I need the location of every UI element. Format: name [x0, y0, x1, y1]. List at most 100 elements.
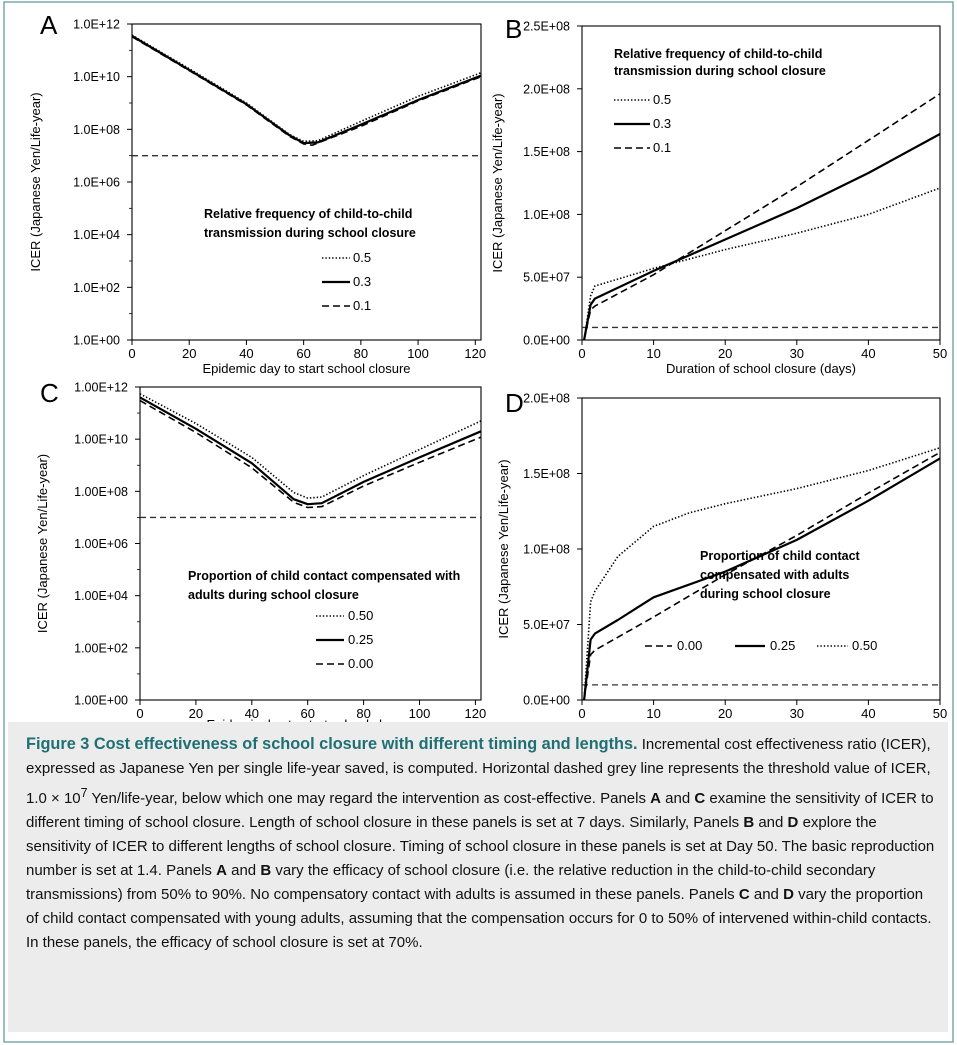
- y-tick-label: 1.0E+08: [523, 208, 570, 222]
- legend-title: transmission during school closure: [614, 64, 826, 78]
- x-tick-label: 10: [646, 346, 660, 361]
- caption-panel-ref: D: [783, 886, 794, 903]
- caption-text: and: [758, 814, 784, 831]
- x-tick-label: 20: [189, 706, 203, 721]
- series-line-0-3: [583, 133, 941, 341]
- x-tick-label: 20: [182, 346, 196, 361]
- y-tick-label: 1.00E+10: [74, 433, 128, 447]
- x-tick-label: 80: [354, 346, 368, 361]
- panel-letter: B: [505, 14, 522, 44]
- y-tick-label: 2.0E+08: [523, 392, 570, 406]
- y-axis-label: ICER (Japanese Yen/Life-year): [28, 92, 43, 271]
- y-tick-label: 1.00E+12: [74, 381, 128, 395]
- chart-panel-c: C 1.00E+00 1.00E+02 1.00E+04 1.00E+06 1.00E+0…: [35, 378, 486, 732]
- caption-text: explore the sensitivity of ICER to diffe…: [26, 814, 935, 879]
- caption-text: examine the sensitivity of ICER to diffe…: [26, 790, 934, 831]
- y-tick-label: 1.5E+08: [523, 467, 570, 481]
- legend-title: adults during school closure: [188, 588, 359, 602]
- y-tick-label: 1.0E+04: [73, 228, 120, 242]
- x-axis-label: Epidemic day to start school closure: [202, 361, 410, 376]
- caption-text: and: [665, 790, 691, 807]
- x-tick-label: 40: [239, 346, 253, 361]
- x-tick-label: 30: [790, 346, 804, 361]
- series-line-0-00: [583, 451, 941, 701]
- caption-text: vary the proportion of child contact com…: [26, 886, 932, 951]
- caption-panel-ref: D: [787, 814, 799, 831]
- caption-panel-ref: B: [260, 862, 272, 879]
- y-tick-label: 0.0E+00: [523, 694, 570, 708]
- caption-panel-ref: B: [743, 814, 755, 831]
- legend-label: 0.1: [653, 140, 671, 155]
- x-tick-label: 120: [464, 346, 486, 361]
- x-tick-label: 0: [128, 346, 135, 361]
- threshold-exponent: 7: [80, 786, 88, 800]
- legend-title: Relative frequency of child-to-child: [614, 47, 822, 61]
- panel-letter: D: [505, 388, 524, 418]
- x-tick-label: 20: [718, 706, 732, 721]
- chart-panel-b: B 0.0E+00 5.0E+07 1.0E+08 1.5E+08 2.0E+08 2.5E…: [490, 14, 947, 376]
- series-line-0-5: [131, 34, 482, 143]
- x-tick-label: 0: [578, 706, 585, 721]
- legend-label: 0.50: [348, 608, 373, 623]
- legend-label: 0.3: [353, 274, 371, 289]
- y-tick-label: 1.00E+08: [74, 485, 128, 499]
- x-tick-label: 80: [356, 706, 370, 721]
- caption-panel-ref: A: [650, 790, 661, 807]
- plot-frame: [139, 386, 482, 701]
- x-tick-label: 120: [465, 706, 487, 721]
- plot-frame: [131, 23, 482, 341]
- series-line-0-5: [583, 187, 941, 341]
- legend-title: compensated with adults: [700, 568, 849, 582]
- x-tick-label: 50: [933, 706, 947, 721]
- caption-panel-ref: C: [738, 886, 750, 903]
- y-tick-label: 1.00E+00: [74, 694, 128, 708]
- y-tick-label: 5.0E+07: [523, 618, 570, 632]
- series-line-0-1: [131, 36, 482, 146]
- legend-label: 0.5: [653, 92, 671, 107]
- y-tick-label: 1.0E+02: [73, 281, 120, 295]
- panel-letter: C: [40, 378, 59, 408]
- y-tick-label: 1.5E+08: [523, 145, 570, 159]
- legend-title: Proportion of child contact: [700, 549, 861, 563]
- series-line-0-1: [583, 93, 941, 341]
- legend-label: 0.1: [353, 298, 371, 313]
- x-tick-label: 60: [300, 706, 314, 721]
- caption-panel-ref: A: [216, 862, 227, 879]
- figure-frame: [3, 1, 954, 1043]
- threshold-base: 1.0 × 10: [26, 790, 81, 807]
- y-tick-label: 2.5E+08: [523, 20, 570, 34]
- caption-text: and: [231, 862, 257, 879]
- chart-panel-a: A 1.0E+00 1.0E+02 1.0E+04 1.0E+06 1.0E+08 1.0E…: [28, 10, 486, 376]
- series-line-0-25: [139, 396, 482, 506]
- y-tick-label: 5.0E+07: [523, 271, 570, 285]
- caption-text: vary the efficacy of school closure (i.e…: [26, 862, 876, 903]
- y-tick-label: 1.0E+06: [73, 176, 120, 190]
- series-line-0-00: [139, 399, 482, 509]
- y-tick-label: 0.0E+00: [523, 334, 570, 348]
- legend-label: 0.25: [770, 638, 795, 653]
- chart-panel-d: D 0.0E+00 5.0E+07 1.0E+08 1.5E+08 2.0E+08 0 10 2…: [496, 388, 947, 736]
- y-tick-label: 1.0E+00: [73, 334, 120, 348]
- y-tick-label: 1.00E+06: [74, 537, 128, 551]
- x-tick-label: 100: [409, 706, 431, 721]
- legend-label: 0.3: [653, 116, 671, 131]
- x-tick-label: 100: [407, 346, 429, 361]
- x-axis-label: Duration of school closure (days): [666, 361, 856, 376]
- caption-text: Incremental cost effectiveness ratio (IC…: [26, 736, 931, 777]
- legend-title: Relative frequency of child-to-child: [204, 207, 412, 221]
- caption-text: Yen/life-year, below which one may regar…: [91, 790, 646, 807]
- y-axis-label: ICER (Japanese Yen/Life-year): [496, 459, 511, 638]
- y-tick-label: 1.0E+08: [523, 543, 570, 557]
- x-tick-label: 0: [578, 346, 585, 361]
- x-tick-label: 40: [245, 706, 259, 721]
- x-tick-label: 20: [718, 346, 732, 361]
- legend-label: 0.50: [852, 638, 877, 653]
- caption-title: Figure 3 Cost effectiveness of school cl…: [26, 735, 638, 753]
- x-tick-label: 0: [136, 706, 143, 721]
- caption-text: and: [753, 886, 779, 903]
- legend-title: transmission during school closure: [204, 226, 416, 240]
- y-tick-label: 1.0E+10: [73, 70, 120, 84]
- caption-panel-ref: C: [694, 790, 706, 807]
